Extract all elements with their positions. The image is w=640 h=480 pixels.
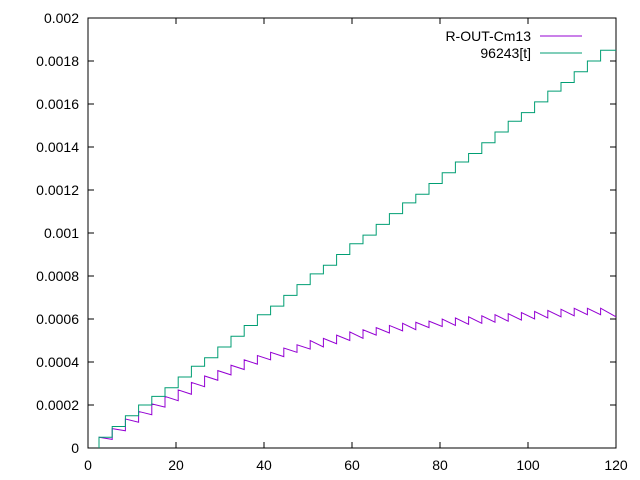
y-tick-label: 0.0018 <box>36 53 79 69</box>
y-tick-label: 0.0016 <box>36 96 79 112</box>
x-tick-label: 100 <box>516 457 540 473</box>
y-tick-label: 0.0008 <box>36 268 79 284</box>
x-tick-label: 0 <box>84 457 92 473</box>
series-line-1 <box>98 307 617 448</box>
legend-label: R-OUT-Cm13 <box>445 28 531 44</box>
series-lines <box>98 49 617 448</box>
y-tick-label: 0.001 <box>44 225 79 241</box>
y-tick-label: 0.0012 <box>36 182 79 198</box>
x-tick-label: 80 <box>432 457 448 473</box>
y-tick-label: 0.0004 <box>36 354 79 370</box>
x-axis-ticks: 0 20 40 60 80 100 120 <box>84 18 628 473</box>
y-axis-ticks: 0 0.0002 0.0004 0.0006 0.0008 0.001 0.0012 0.00… <box>36 10 616 456</box>
y-tick-label: 0.0014 <box>36 139 79 155</box>
plot-area-frame <box>87 17 617 449</box>
y-tick-label: 0.002 <box>44 10 79 26</box>
x-tick-label: 20 <box>168 457 184 473</box>
x-tick-label: 120 <box>604 457 628 473</box>
y-tick-label: 0.0006 <box>36 311 79 327</box>
y-tick-label: 0 <box>71 440 79 456</box>
x-tick-label: 40 <box>256 457 272 473</box>
x-tick-label: 60 <box>344 457 360 473</box>
series-line-2 <box>98 49 616 448</box>
y-tick-label: 0.0002 <box>36 397 79 413</box>
legend-label: 96243[t] <box>480 45 531 61</box>
